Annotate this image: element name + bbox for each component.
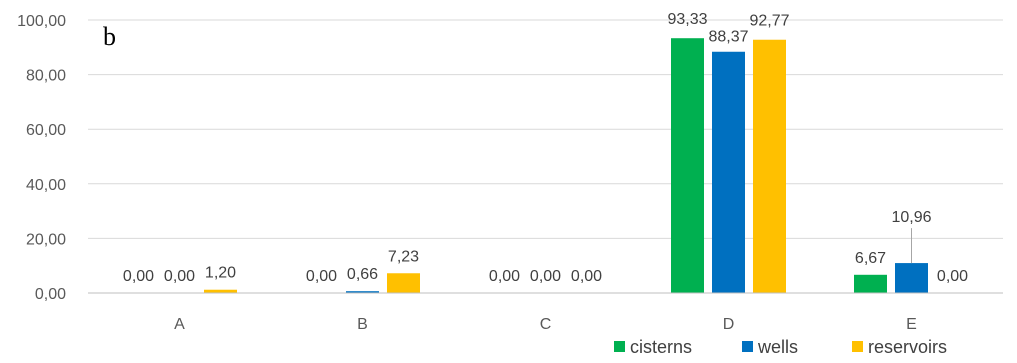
bar-wells [346, 291, 379, 293]
data-label: 0,00 [937, 268, 968, 285]
data-label: 93,33 [667, 11, 707, 28]
data-label: 0,00 [489, 268, 520, 285]
data-label: 0,66 [347, 266, 378, 283]
bar-wells [895, 263, 928, 293]
y-tick-label: 40,00 [26, 177, 66, 194]
bar-cisterns [854, 274, 887, 293]
x-tick-label: B [357, 316, 368, 333]
x-tick-label: D [723, 316, 735, 333]
x-tick-label: E [906, 316, 917, 333]
bars: 0,00 0,00 1,20 0,00 0,66 7,23 0,00 0,00 0,00 93,3… [123, 11, 968, 293]
data-label: 0,00 [164, 268, 195, 285]
x-axis: A B C D E [88, 292, 1003, 333]
bar-cisterns [671, 38, 704, 293]
legend-swatch-reservoirs [852, 341, 863, 352]
panel-label: b [103, 22, 116, 51]
data-label: 0,00 [530, 268, 561, 285]
y-axis: 0,00 20,00 40,00 60,00 80,00 100,00 [17, 13, 66, 303]
y-tick-label: 60,00 [26, 122, 66, 139]
bar-reservoirs [753, 39, 786, 293]
y-tick-label: 80,00 [26, 68, 66, 85]
y-tick-label: 0,00 [35, 286, 66, 303]
bar-reservoirs [204, 289, 237, 293]
data-label: 0,00 [571, 268, 602, 285]
y-tick-label: 100,00 [17, 13, 66, 30]
data-label: 6,67 [855, 250, 886, 267]
bar-wells [712, 51, 745, 293]
data-label: 7,23 [388, 248, 419, 265]
data-label: 1,20 [205, 265, 236, 282]
legend-swatch-cisterns [614, 341, 625, 352]
bar-reservoirs [387, 273, 420, 293]
legend: cisterns wells reservoirs [614, 337, 947, 357]
x-tick-label: A [174, 316, 185, 333]
data-label: 92,77 [749, 13, 789, 30]
y-tick-label: 20,00 [26, 231, 66, 248]
legend-label-wells: wells [757, 337, 798, 357]
legend-swatch-wells [742, 341, 753, 352]
legend-label-cisterns: cisterns [630, 337, 692, 357]
data-label: 88,37 [708, 29, 748, 46]
x-tick-label: C [540, 316, 552, 333]
data-label: 0,00 [306, 268, 337, 285]
data-label: 0,00 [123, 268, 154, 285]
data-label: 10,96 [891, 209, 931, 226]
legend-label-reservoirs: reservoirs [868, 337, 947, 357]
